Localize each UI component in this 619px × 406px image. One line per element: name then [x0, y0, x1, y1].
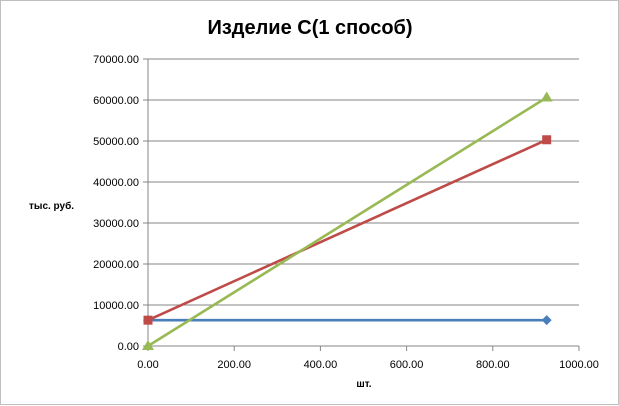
x-axis-label: шт.	[356, 379, 371, 390]
y-tick-label: 60000.00	[93, 95, 139, 107]
x-tick-label: 200.00	[217, 359, 251, 371]
x-axis-tick-labels: 0.00 200.00 400.00 600.00 800.00 1000.00	[137, 359, 599, 371]
chart-title: Изделие С(1 способ)	[207, 17, 412, 39]
data-point-triangle	[142, 340, 154, 350]
series-1	[143, 315, 552, 326]
data-point-diamond	[541, 315, 552, 326]
x-tick-label: 800.00	[476, 359, 510, 371]
series-3-line	[147, 96, 548, 348]
axes	[143, 58, 580, 351]
series-3	[142, 91, 553, 350]
data-point-square	[542, 135, 552, 145]
series-layer	[142, 91, 553, 350]
series-2	[143, 135, 552, 325]
y-axis-label: тыс. руб.	[29, 200, 74, 212]
y-tick-label: 70000.00	[93, 54, 139, 66]
y-tick-label: 20000.00	[93, 259, 139, 271]
x-tick-label: 400.00	[304, 359, 338, 371]
data-point-square	[143, 315, 153, 325]
y-tick-label: 50000.00	[93, 136, 139, 148]
data-point-triangle	[540, 91, 553, 102]
gridlines	[148, 58, 579, 306]
y-tick-label: 10000.00	[93, 300, 139, 312]
x-tick-label: 0.00	[137, 359, 158, 371]
y-tick-label: 30000.00	[93, 218, 139, 230]
y-axis-tick-labels: 0.00 10000.00 20000.00 30000.00 40000.00 5000…	[93, 54, 139, 353]
series-2-line	[147, 138, 548, 322]
y-tick-label: 0.00	[118, 341, 139, 353]
x-tick-label: 600.00	[390, 359, 424, 371]
y-tick-label: 40000.00	[93, 177, 139, 189]
x-tick-label: 1000.00	[559, 359, 599, 371]
